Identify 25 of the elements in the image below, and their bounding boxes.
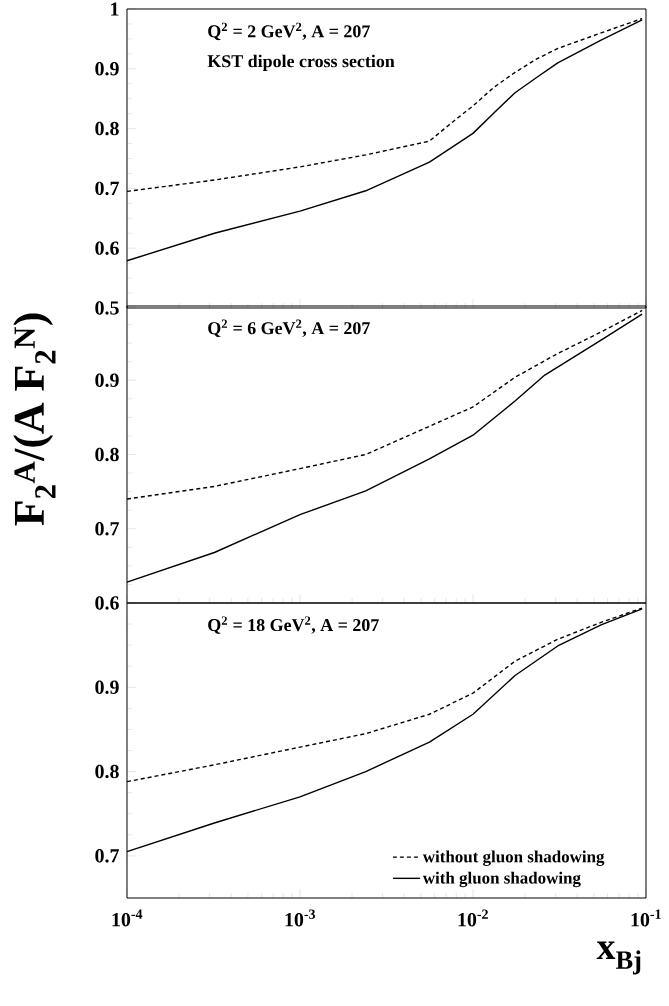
y-tick-label: 0.8 [95, 121, 119, 136]
x-tick-label: 10$^{-2}$ [458, 909, 488, 927]
y-tick-label: 0.9 [95, 373, 119, 388]
legend-label: without gluon shadowing [422, 850, 605, 866]
x-tick-label: 10$^{-1}$ [631, 909, 661, 927]
annotation: Q$^{2}$ = 6 GeV$^{2}$, A = 207 [208, 319, 370, 337]
annotation: Q$^{2}$ = 18 GeV$^{2}$, A = 207 [208, 616, 379, 634]
y-axis-title: F$_{2}$$^{A}$/(A F$_{2}$$^{N}$) [13, 313, 56, 526]
y-tick-label: 0.8 [95, 447, 119, 462]
x-tick-label: 10$^{-3}$ [285, 909, 316, 927]
y-tick-label: 0.7 [95, 181, 119, 196]
y-tick-label: 0.6 [95, 241, 119, 255]
x-tick-label: 10$^{-4}$ [112, 909, 143, 927]
y-tick-label: 0.9 [95, 62, 119, 76]
y-tick-label: 1 [111, 2, 119, 16]
y-tick-label: 0.5 [95, 301, 119, 315]
y-tick-label: 0.7 [95, 521, 119, 536]
legend-label: with gluon shadowing [422, 871, 581, 888]
y-tick-label: 0.9 [95, 680, 119, 695]
y-tick-label: 0.8 [95, 764, 119, 779]
annotation: KST dipole cross section [207, 54, 395, 71]
annotation: Q$^{2}$ = 2 GeV$^{2}$, A = 207 [208, 22, 370, 41]
y-tick-label: 0.7 [95, 849, 119, 863]
x-axis-title: x$_{Bj}$ [596, 941, 641, 975]
y-tick-label: 0.6 [95, 596, 119, 610]
